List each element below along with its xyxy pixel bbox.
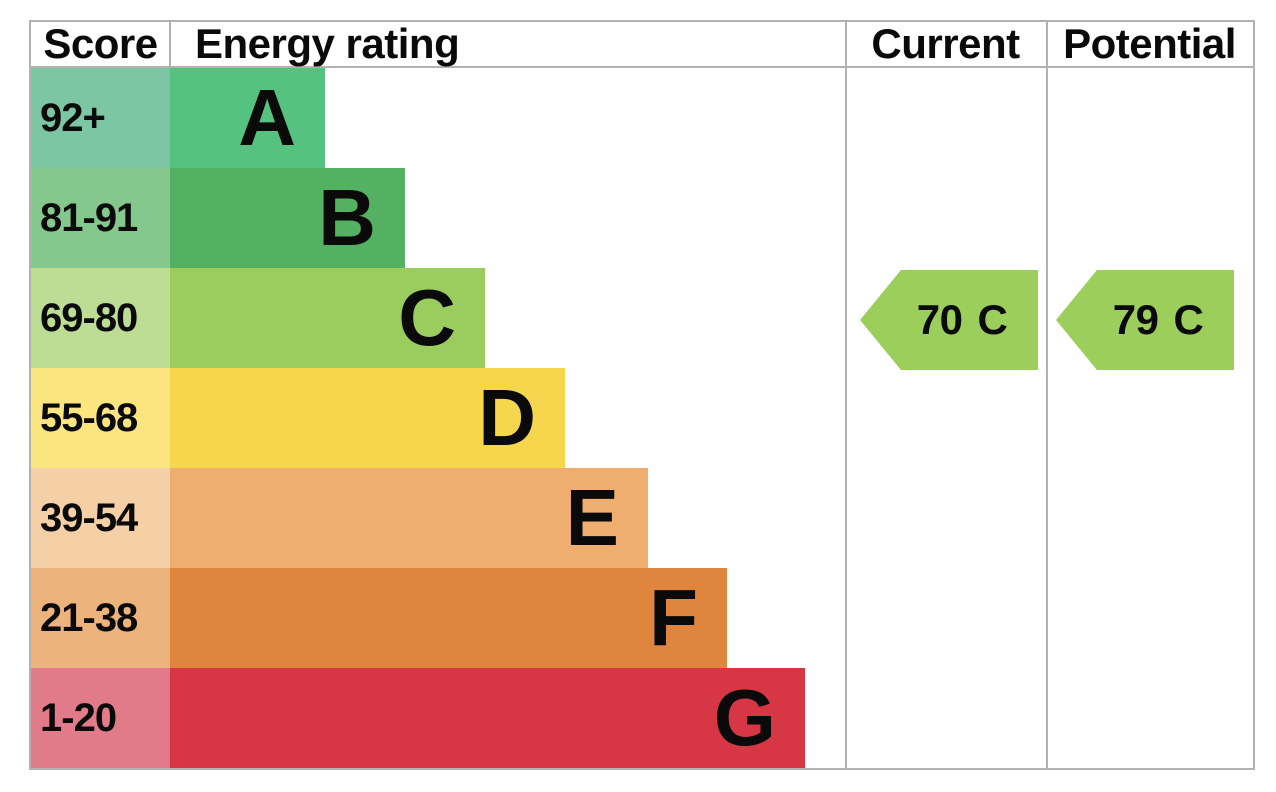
current-band-letter: C bbox=[977, 296, 1008, 343]
band-bar-d: D bbox=[170, 368, 565, 468]
current-rating-arrow: 70 C bbox=[860, 270, 1038, 370]
band-bar-c: C bbox=[170, 268, 485, 368]
score-range-d: 55-68 bbox=[31, 368, 170, 468]
score-column-divider bbox=[169, 22, 171, 66]
score-range-c: 69-80 bbox=[31, 268, 170, 368]
score-range-e: 39-54 bbox=[31, 468, 170, 568]
potential-band-letter: C bbox=[1173, 296, 1204, 343]
band-bar-b: B bbox=[170, 168, 405, 268]
score-range-b: 81-91 bbox=[31, 168, 170, 268]
band-letter-e: E bbox=[565, 473, 619, 562]
potential-rating-arrow: 79 C bbox=[1056, 270, 1234, 370]
band-bar-f: F bbox=[170, 568, 727, 668]
score-header: Score bbox=[43, 20, 158, 67]
band-letter-c: C bbox=[398, 273, 456, 362]
band-letter-b: B bbox=[318, 173, 376, 262]
current-column-divider bbox=[845, 22, 847, 768]
score-range-a: 92+ bbox=[31, 68, 170, 168]
band-letter-g: G bbox=[713, 673, 776, 762]
potential-column-divider bbox=[1046, 22, 1048, 768]
current-score: 70 bbox=[916, 296, 963, 343]
band-bar-a: A bbox=[170, 68, 325, 168]
band-bar-g: G bbox=[170, 668, 805, 768]
score-range-f: 21-38 bbox=[31, 568, 170, 668]
band-bar-e: E bbox=[170, 468, 648, 568]
potential-header: Potential bbox=[1063, 20, 1236, 67]
potential-score: 79 bbox=[1112, 296, 1159, 343]
band-letter-f: F bbox=[649, 573, 698, 662]
header-divider bbox=[31, 66, 1253, 68]
score-range-g: 1-20 bbox=[31, 668, 170, 768]
energy-rating-header: Energy rating bbox=[195, 20, 460, 67]
current-header: Current bbox=[871, 20, 1020, 67]
band-letter-a: A bbox=[238, 73, 296, 162]
band-letter-d: D bbox=[478, 373, 536, 462]
